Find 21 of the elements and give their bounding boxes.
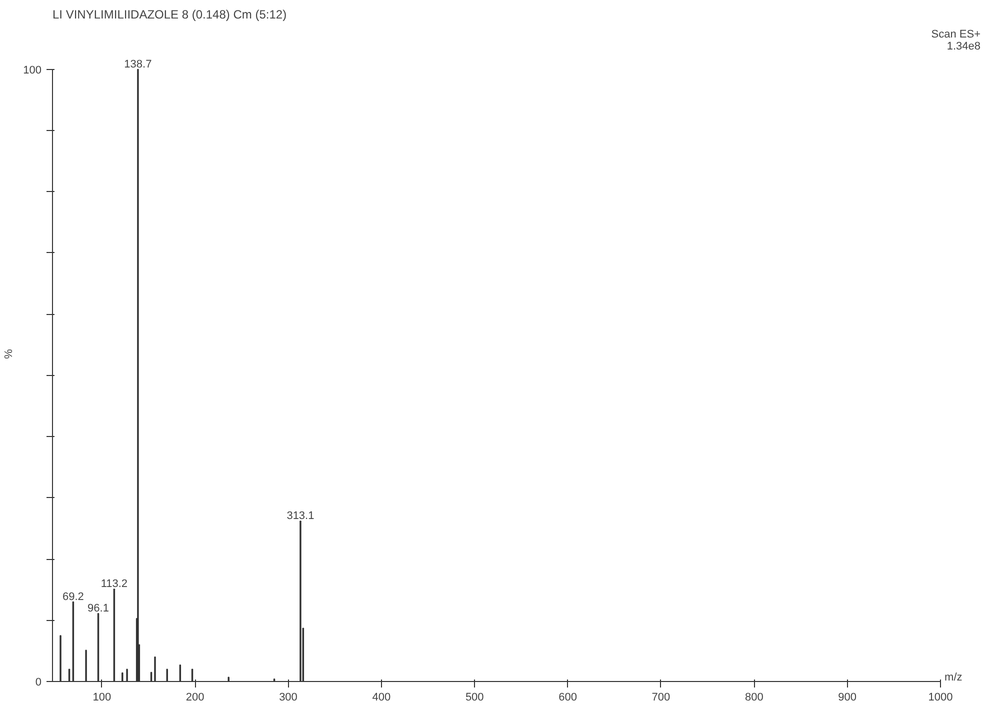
x-axis-title: m/z	[944, 672, 962, 684]
annotation: 69.2	[62, 590, 84, 603]
annotation: 313.1	[286, 510, 314, 522]
y-axis-title: %	[3, 348, 16, 359]
y-tick-label: 0	[35, 676, 42, 688]
chart-title: LI VINYLIMILIIDAZOLE 8 (0.148) Cm (5:12)	[52, 8, 287, 22]
x-tick-label: 500	[465, 692, 484, 704]
x-tick-label: 600	[558, 692, 577, 704]
x-tick-label: 200	[186, 692, 204, 704]
x-tick-label: 800	[744, 692, 764, 704]
x-tick-label: 400	[372, 692, 391, 704]
x-tick-label: 700	[652, 692, 670, 704]
x-tick-label: 900	[838, 692, 857, 704]
annotation: 138.7	[124, 58, 152, 70]
annotation: 96.1	[88, 602, 109, 615]
x-tick-label: 1000	[928, 692, 953, 704]
x-tick-label: 300	[279, 692, 298, 704]
text: 1.34e8	[946, 40, 981, 52]
text: Scan ES+	[931, 28, 981, 40]
annotation: 113.2	[100, 578, 128, 590]
x-tick-label: 100	[92, 692, 112, 704]
